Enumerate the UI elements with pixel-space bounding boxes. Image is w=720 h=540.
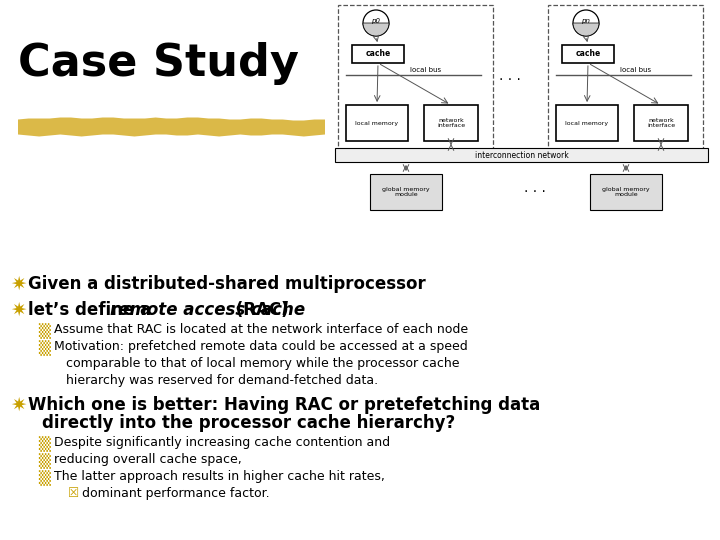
FancyBboxPatch shape [370, 174, 442, 210]
FancyBboxPatch shape [346, 105, 408, 141]
Text: local bus: local bus [620, 67, 651, 73]
Text: Case Study: Case Study [18, 42, 299, 85]
FancyBboxPatch shape [556, 105, 618, 141]
Text: interconnection network: interconnection network [474, 151, 568, 159]
Text: Assume that RAC is located at the network interface of each node: Assume that RAC is located at the networ… [54, 323, 468, 336]
Text: local memory: local memory [356, 120, 399, 125]
Text: Despite significantly increasing cache contention and: Despite significantly increasing cache c… [54, 436, 390, 449]
Text: global memory
module: global memory module [382, 187, 430, 198]
Text: Which one is better: Having RAC or pretefetching data: Which one is better: Having RAC or prete… [28, 396, 540, 414]
FancyBboxPatch shape [335, 148, 708, 162]
Text: local memory: local memory [565, 120, 608, 125]
Text: ☒: ☒ [68, 487, 79, 500]
Text: ▒: ▒ [38, 323, 50, 339]
Wedge shape [573, 23, 599, 36]
FancyBboxPatch shape [562, 45, 614, 63]
Text: Given a distributed-shared multiprocessor: Given a distributed-shared multiprocesso… [28, 275, 426, 293]
FancyBboxPatch shape [424, 105, 478, 141]
Text: directly into the processor cache hierarchy?: directly into the processor cache hierar… [42, 414, 455, 432]
Text: dominant performance factor.: dominant performance factor. [82, 487, 269, 500]
Text: let’s define a: let’s define a [28, 301, 157, 319]
Text: ✷: ✷ [10, 396, 27, 415]
Text: cache: cache [575, 50, 600, 58]
FancyBboxPatch shape [634, 105, 688, 141]
Text: The latter approach results in higher cache hit rates,: The latter approach results in higher ca… [54, 470, 385, 483]
Wedge shape [363, 23, 389, 36]
Text: network
interface: network interface [647, 118, 675, 129]
Text: reducing overall cache space,: reducing overall cache space, [54, 453, 242, 466]
Text: ▒: ▒ [38, 436, 50, 452]
FancyBboxPatch shape [590, 174, 662, 210]
Text: global memory
module: global memory module [602, 187, 650, 198]
Text: ▒: ▒ [38, 453, 50, 469]
Text: hierarchy was reserved for demand-fetched data.: hierarchy was reserved for demand-fetche… [66, 374, 378, 387]
FancyBboxPatch shape [352, 45, 404, 63]
Text: ▒: ▒ [38, 470, 50, 486]
Text: network
interface: network interface [437, 118, 465, 129]
Text: remote access cache: remote access cache [110, 301, 305, 319]
Text: · · ·: · · · [499, 73, 521, 87]
Text: ✷: ✷ [10, 275, 27, 294]
Text: Motivation: prefetched remote data could be accessed at a speed: Motivation: prefetched remote data could… [54, 340, 468, 353]
Text: cache: cache [365, 50, 391, 58]
Text: comparable to that of local memory while the processor cache: comparable to that of local memory while… [66, 357, 459, 370]
Text: Node n: Node n [611, 0, 640, 1]
Text: (RAC): (RAC) [230, 301, 289, 319]
Text: · · ·: · · · [524, 185, 546, 199]
Circle shape [363, 10, 389, 36]
Text: p0: p0 [372, 18, 380, 24]
Text: ▒: ▒ [38, 340, 50, 356]
Text: local bus: local bus [410, 67, 441, 73]
Text: Node 0: Node 0 [400, 0, 431, 1]
Text: pn: pn [582, 18, 590, 24]
Text: ✷: ✷ [10, 301, 27, 320]
Circle shape [573, 10, 599, 36]
Polygon shape [18, 118, 325, 137]
